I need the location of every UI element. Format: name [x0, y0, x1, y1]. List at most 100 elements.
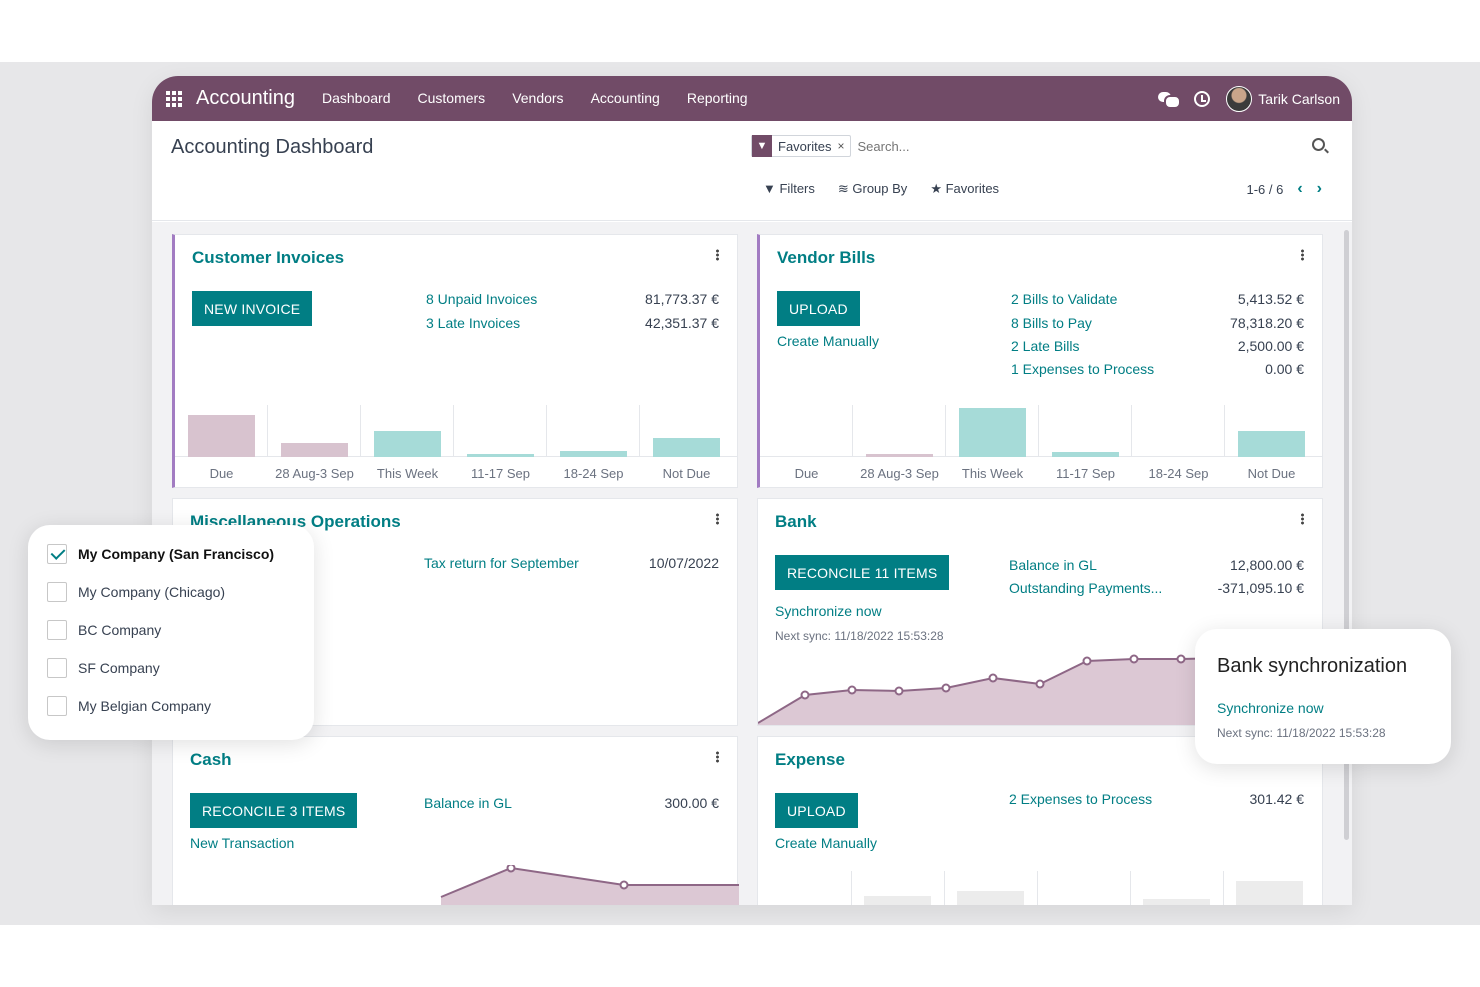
expense-bar-chart[interactable]	[758, 871, 1324, 905]
menu-dashboard[interactable]: Dashboard	[322, 90, 391, 106]
new-invoice-button[interactable]: NEW INVOICE	[192, 291, 313, 326]
expense-card: Expense UPLOAD Create Manually 2 Expense…	[757, 736, 1323, 905]
user-menu[interactable]: Tarik Carlson	[1226, 85, 1340, 112]
activity-clock-icon[interactable]	[1194, 90, 1211, 107]
late-invoices-link[interactable]: 3 Late Invoices	[426, 315, 521, 331]
bank-balance-graph[interactable]	[758, 645, 1324, 725]
chart-bar[interactable]	[653, 438, 720, 457]
page-title: Accounting Dashboard	[171, 136, 374, 158]
bills-validate-link[interactable]: 2 Bills to Validate	[1011, 291, 1118, 307]
chart-bar[interactable]	[467, 454, 534, 457]
checkbox[interactable]	[47, 620, 67, 640]
company-item-belgian[interactable]: My Belgian Company	[47, 696, 211, 716]
bills-pay-amount: 78,318.20 €	[1230, 315, 1304, 331]
chart-bar[interactable]	[864, 896, 931, 905]
company-item-chicago[interactable]: My Company (Chicago)	[47, 582, 225, 602]
company-item-bc[interactable]: BC Company	[47, 620, 161, 640]
search-input[interactable]	[857, 138, 1278, 154]
favorites-facet[interactable]: ▼ Favorites ×	[751, 135, 852, 157]
chart-bar[interactable]	[188, 415, 255, 457]
bills-pay-link[interactable]: 8 Bills to Pay	[1011, 315, 1092, 331]
bills-bar-chart[interactable]: Due 28 Aug-3 Sep This Week 11-17 Sep 18-…	[760, 403, 1322, 487]
navbar-right: Tarik Carlson	[1158, 76, 1340, 121]
apps-grid-icon[interactable]	[166, 91, 182, 107]
tax-return-date: 10/07/2022	[648, 555, 719, 571]
chart-bar[interactable]	[1236, 881, 1303, 905]
star-icon: ★	[930, 181, 946, 196]
balance-gl-link[interactable]: Balance in GL	[1009, 557, 1097, 573]
app-name[interactable]: Accounting	[196, 87, 295, 109]
kebab-menu-icon[interactable]	[716, 249, 719, 261]
synchronize-link[interactable]: Synchronize now	[775, 603, 882, 619]
synchronize-now-link[interactable]: Synchronize now	[1217, 700, 1324, 716]
expenses-to-process-amount: 301.42 €	[1249, 791, 1305, 807]
chevron-right-icon[interactable]: ›	[1316, 180, 1322, 197]
chart-bar[interactable]	[374, 431, 441, 457]
chart-bar[interactable]	[281, 443, 348, 457]
checkbox[interactable]	[47, 696, 67, 716]
late-bills-amount: 2,500.00 €	[1237, 338, 1304, 354]
user-name: Tarik Carlson	[1258, 90, 1340, 107]
filter-icon: ▼	[763, 181, 780, 196]
pager-value[interactable]: 1-6 / 6	[1246, 181, 1284, 197]
card-title[interactable]: Bank	[775, 512, 817, 531]
chart-bar[interactable]	[1143, 899, 1210, 905]
groupby-button[interactable]: ≋ Group By	[838, 181, 907, 197]
reconcile-button[interactable]: RECONCILE 11 ITEMS	[775, 555, 950, 590]
favorites-button[interactable]: ★ Favorites	[930, 181, 999, 197]
create-manually-link[interactable]: Create Manually	[777, 333, 879, 349]
chart-bar[interactable]	[959, 408, 1026, 457]
expense-create-manually-link[interactable]: Create Manually	[775, 835, 877, 851]
new-transaction-link[interactable]: New Transaction	[190, 835, 295, 851]
menu-vendors[interactable]: Vendors	[512, 90, 564, 106]
company-item-san-francisco[interactable]: My Company (San Francisco)	[47, 544, 274, 564]
cash-balance-gl-link[interactable]: Balance in GL	[424, 795, 512, 811]
chart-label: Due	[209, 466, 234, 481]
chat-icon[interactable]	[1158, 91, 1182, 109]
expenses-process-link[interactable]: 1 Expenses to Process	[1011, 361, 1155, 377]
card-title[interactable]: Vendor Bills	[777, 248, 876, 267]
tax-return-link[interactable]: Tax return for September	[424, 555, 579, 571]
filters-button[interactable]: ▼ Filters	[763, 181, 815, 197]
kebab-menu-icon[interactable]	[1301, 249, 1304, 261]
company-item-sf[interactable]: SF Company	[47, 658, 160, 678]
app-window: Accounting Dashboard Customers Vendors A…	[152, 76, 1352, 905]
facet-label: Favorites	[778, 138, 832, 154]
chart-label: 18-24 Sep	[1148, 466, 1209, 481]
chart-bar[interactable]	[560, 451, 627, 457]
chart-bar[interactable]	[1238, 431, 1305, 457]
checkbox[interactable]	[47, 582, 67, 602]
menu-accounting[interactable]: Accounting	[590, 90, 660, 106]
card-title[interactable]: Customer Invoices	[192, 248, 345, 267]
outstanding-payments-link[interactable]: Outstanding Payments...	[1009, 580, 1163, 596]
search-icon[interactable]	[1312, 138, 1325, 151]
reconcile-cash-button[interactable]: RECONCILE 3 ITEMS	[190, 793, 358, 828]
card-title[interactable]: Cash	[190, 750, 232, 769]
invoices-bar-chart[interactable]: Due 28 Aug-3 Sep This Week 11-17 Sep 18-…	[175, 403, 737, 487]
cash-balance-graph[interactable]	[173, 865, 739, 905]
checkbox-checked[interactable]	[47, 544, 67, 564]
chart-label: Not Due	[662, 466, 711, 481]
kebab-menu-icon[interactable]	[716, 513, 719, 525]
upload-button[interactable]: UPLOAD	[777, 291, 860, 326]
chart-bar[interactable]	[1052, 452, 1119, 457]
menu-reporting[interactable]: Reporting	[686, 90, 748, 106]
unpaid-invoices-link[interactable]: 8 Unpaid Invoices	[426, 291, 538, 307]
chevron-left-icon[interactable]: ‹	[1297, 180, 1303, 197]
chart-bar[interactable]	[957, 891, 1024, 905]
late-bills-link[interactable]: 2 Late Bills	[1011, 338, 1080, 354]
card-title[interactable]: Expense	[775, 750, 845, 769]
chart-bar[interactable]	[866, 454, 933, 457]
facet-remove-icon[interactable]: ×	[837, 139, 845, 153]
expenses-process-amount: 0.00 €	[1265, 361, 1304, 377]
expense-upload-button[interactable]: UPLOAD	[775, 793, 858, 828]
company-name: BC Company	[78, 622, 162, 638]
late-invoices-amount: 42,351.37 €	[645, 315, 719, 331]
kebab-menu-icon[interactable]	[1301, 513, 1304, 525]
scrollbar[interactable]	[1344, 230, 1349, 840]
next-sync-text: Next sync: 11/18/2022 15:53:28	[1217, 726, 1386, 740]
kebab-menu-icon[interactable]	[716, 751, 719, 763]
checkbox[interactable]	[47, 658, 67, 678]
expenses-to-process-link[interactable]: 2 Expenses to Process	[1009, 791, 1153, 807]
menu-customers[interactable]: Customers	[417, 90, 486, 106]
